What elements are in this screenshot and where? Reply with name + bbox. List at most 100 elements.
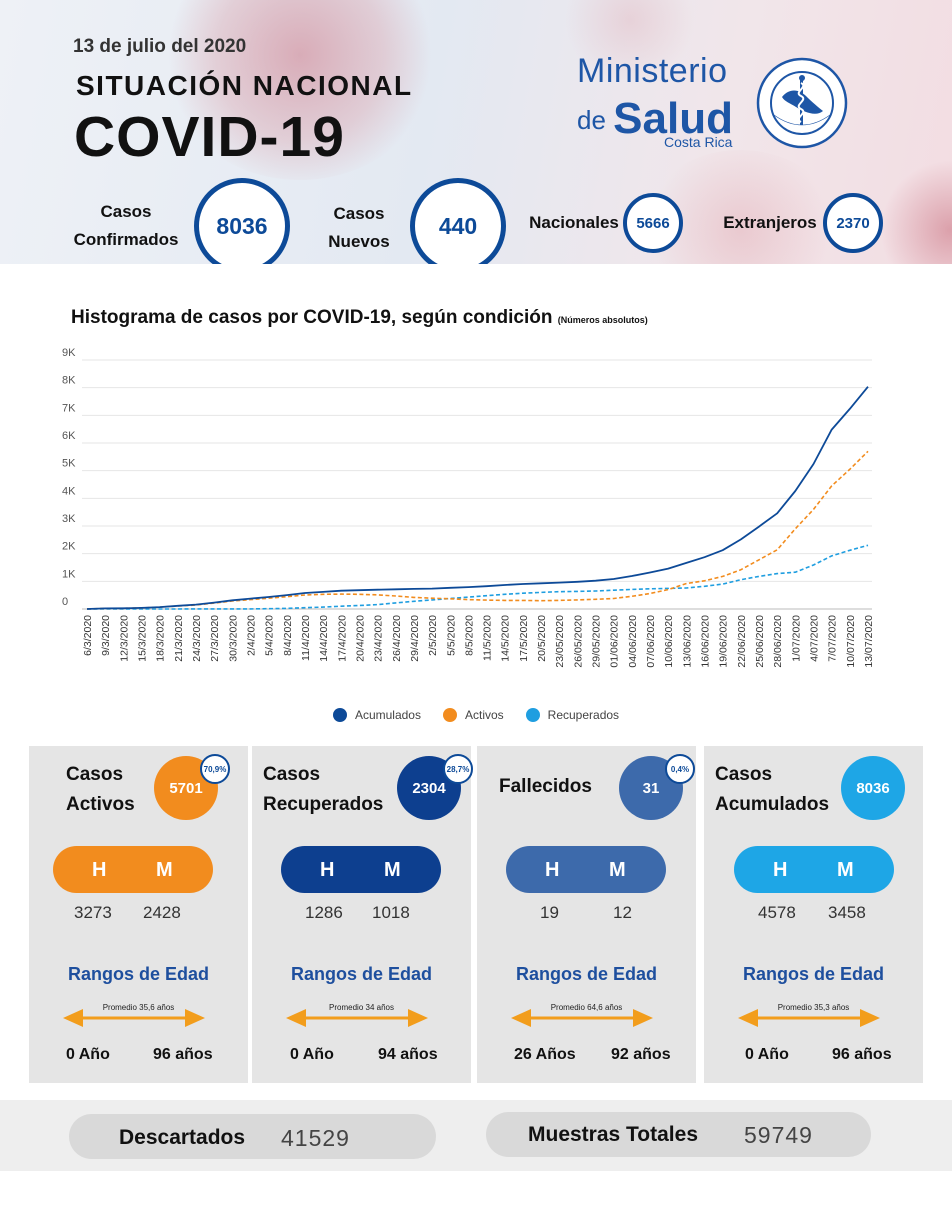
x-tick-label: 07/06/2020 <box>645 615 657 668</box>
y-tick-label: 3K <box>62 513 76 525</box>
muestras-value: 59749 <box>744 1122 813 1148</box>
age-min: 26 Años <box>514 1046 576 1063</box>
panel-title-line2: Acumulados <box>715 794 830 815</box>
legend-item: Activos <box>442 708 504 722</box>
x-tick-label: 22/06/2020 <box>736 615 748 668</box>
hombres-value: 19 <box>540 903 559 922</box>
x-tick-label: 20/4/2020 <box>354 615 366 662</box>
muestras-pill: Muestras Totales 59749 <box>486 1112 871 1157</box>
double-arrow-icon <box>738 1009 880 1027</box>
x-tick-label: 5/4/2020 <box>264 615 276 656</box>
x-tick-label: 16/06/2020 <box>700 615 712 668</box>
mujeres-value: 1018 <box>372 903 410 922</box>
series-line-recuperados <box>87 544 869 610</box>
sex-m-label: M <box>837 859 854 881</box>
y-tick-label: 0 <box>62 596 68 608</box>
x-tick-label: 28/06/2020 <box>772 615 784 668</box>
sex-m-label: M <box>156 859 173 881</box>
descartados-value: 41529 <box>281 1125 350 1151</box>
y-tick-label: 4K <box>62 485 76 497</box>
sex-h-label: H <box>545 859 560 881</box>
age-min: 0 Año <box>290 1046 334 1063</box>
promedio-edad: Promedio 35,3 años <box>777 1003 850 1012</box>
confirmados-label-line1: Casos <box>100 202 152 221</box>
y-tick-label: 5K <box>62 458 76 470</box>
hombres-value: 1286 <box>305 903 343 922</box>
mujeres-value: 2428 <box>143 903 181 922</box>
x-tick-label: 01/06/2020 <box>609 615 621 668</box>
nacionales-value: 5666 <box>623 193 683 253</box>
rangos-edad-title: Rangos de Edad <box>290 964 433 984</box>
x-tick-label: 18/3/2020 <box>155 615 167 662</box>
age-max: 96 años <box>153 1046 213 1063</box>
hombres-value: 3273 <box>74 903 112 922</box>
panel-title-line1: Casos <box>715 764 773 785</box>
x-tick-label: 26/05/2020 <box>572 615 584 668</box>
x-tick-label: 30/3/2020 <box>227 615 239 662</box>
double-arrow-icon <box>286 1009 428 1027</box>
virus-graphic <box>880 160 952 264</box>
x-tick-label: 13/07/2020 <box>863 615 875 668</box>
age-min: 0 Año <box>745 1046 789 1063</box>
x-tick-label: 14/5/2020 <box>500 615 512 662</box>
panel-title-line1: Fallecidos <box>499 776 592 797</box>
chart-title-text: Histograma de casos por COVID-19, según … <box>71 307 553 328</box>
logo-line-3: Costa Rica <box>664 134 733 150</box>
confirmados-label: Casos Confirmados <box>66 198 186 254</box>
header-banner: 13 de julio del 2020 SITUACIÓN NACIONAL … <box>0 0 952 264</box>
nuevos-label-line1: Casos <box>333 204 385 223</box>
descartados-label: Descartados <box>119 1126 246 1149</box>
legend-dot <box>442 708 457 722</box>
x-tick-label: 23/4/2020 <box>373 615 385 662</box>
panel-title: Fallecidos <box>499 772 592 802</box>
y-tick-label: 6K <box>62 430 76 442</box>
panel-3: Casos Acumulados 8036 H M 4578 3458 Rangos de E… <box>704 746 923 1083</box>
footer-band: Descartados 41529 Muestras Totales 59749 <box>0 1100 952 1171</box>
logo-line-2: de Salud <box>577 90 733 143</box>
ministerio-logo: Ministerio de Salud Costa Rica <box>577 52 733 150</box>
logo-line-1: Ministerio <box>577 52 728 90</box>
panel-title-line2: Activos <box>66 794 135 815</box>
series-line-activos <box>86 450 869 610</box>
y-tick-label: 7K <box>62 402 76 414</box>
rangos-edad-title: Rangos de Edad <box>742 964 885 984</box>
sex-h-label: H <box>320 859 335 881</box>
nuevos-value: 440 <box>410 178 506 264</box>
nuevos-label: Casos Nuevos <box>309 200 409 256</box>
sex-m-label: M <box>609 859 626 881</box>
promedio-edad: Promedio 35,6 años <box>102 1003 175 1012</box>
x-tick-label: 10/07/2020 <box>845 615 857 668</box>
double-arrow-icon <box>511 1009 653 1027</box>
confirmados-value: 8036 <box>194 178 290 264</box>
x-tick-label: 25/06/2020 <box>754 615 766 668</box>
y-tick-label: 8K <box>62 375 76 387</box>
age-max: 94 años <box>378 1046 438 1063</box>
muestras-label: Muestras Totales <box>528 1123 698 1146</box>
x-tick-label: 11/4/2020 <box>300 615 312 661</box>
x-tick-label: 27/3/2020 <box>209 615 221 662</box>
series-line-acumulados <box>86 386 869 610</box>
panel-1: Casos Recuperados 2304 28,7% H M 1286 1018 Rango… <box>252 746 473 1083</box>
legend-dot <box>525 708 540 722</box>
mujeres-value: 3458 <box>828 903 866 922</box>
x-tick-label: 17/5/2020 <box>518 615 530 662</box>
panel-title: Casos Recuperados <box>263 760 383 820</box>
legend-label: Activos <box>464 708 504 722</box>
x-tick-label: 10/06/2020 <box>663 615 675 668</box>
x-tick-label: 5/5/2020 <box>445 615 457 656</box>
chart-legend: Acumulados Activos Recuperados <box>0 708 952 722</box>
panel-title: Casos Acumulados <box>715 760 829 820</box>
promedio-edad: Promedio 34 años <box>329 1003 394 1012</box>
panel-title-line1: Casos <box>263 764 321 785</box>
x-tick-label: 8/5/2020 <box>463 615 475 656</box>
x-tick-label: 2/5/2020 <box>427 615 439 656</box>
hombres-value: 4578 <box>758 903 796 922</box>
x-tick-label: 7/07/2020 <box>827 615 839 662</box>
report-date: 13 de julio del 2020 <box>73 36 247 57</box>
age-min: 0 Año <box>66 1046 110 1063</box>
panel-title-line1: Casos <box>66 764 124 785</box>
panel-percent-badge: 0,4% <box>665 754 695 784</box>
x-tick-label: 6/3/2020 <box>82 615 94 656</box>
